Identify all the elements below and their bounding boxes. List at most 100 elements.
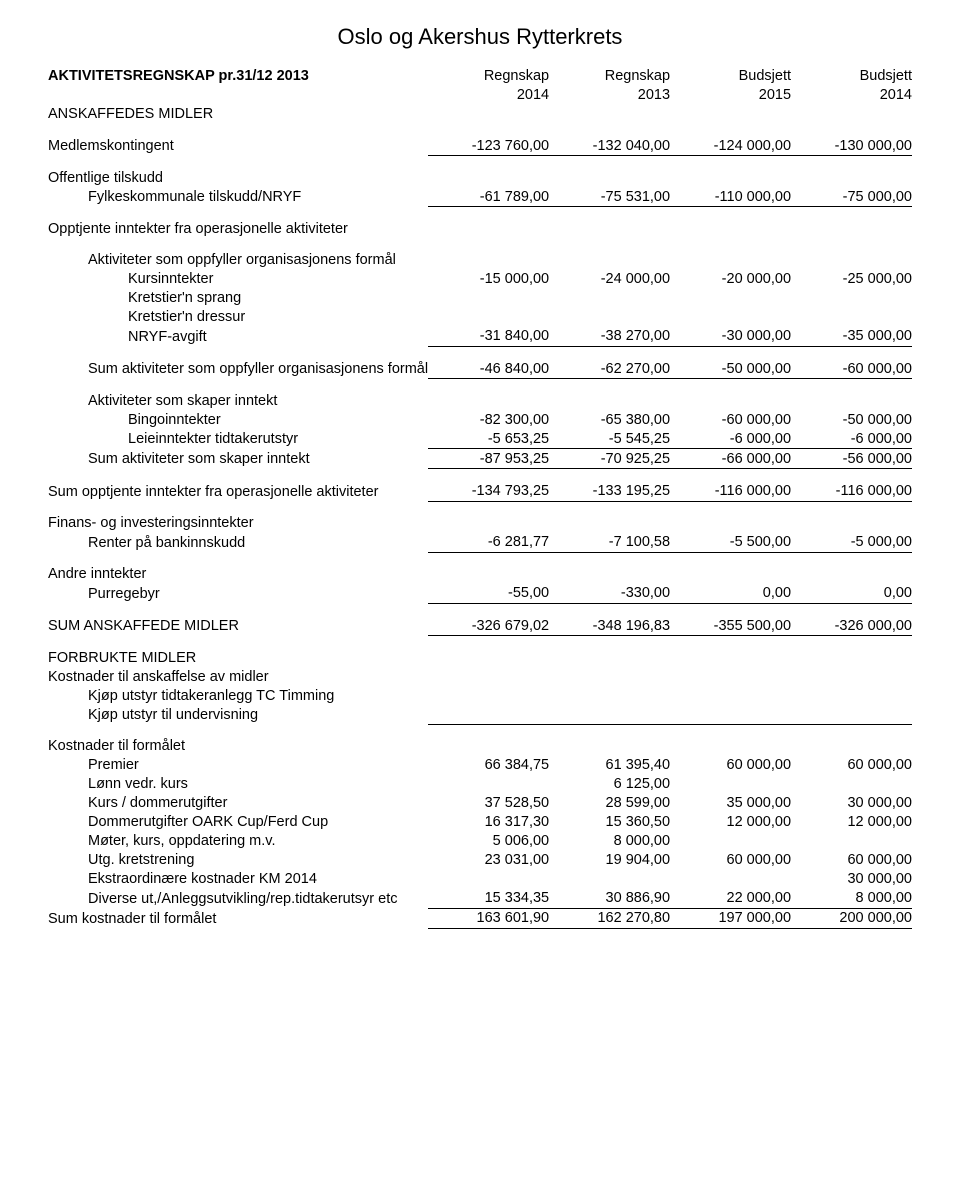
off-tilskudd-hdr: Offentlige tilskudd [48, 156, 428, 188]
row-label: Sum opptjente inntekter fra operasjonell… [48, 469, 428, 502]
row-label: Kjøp utstyr tidtakeranlegg TC Timming [48, 686, 428, 705]
table-header-row-2: 2014 2013 2015 2014 [48, 86, 912, 105]
row-val [428, 775, 549, 794]
row-val: -24 000,00 [549, 270, 670, 289]
akt-skaper-hdr: Aktiviteter som skaper inntekt [48, 379, 428, 411]
row-val: -116 000,00 [791, 469, 912, 502]
row-val: -330,00 [549, 584, 670, 604]
row-val: -348 196,83 [549, 603, 670, 636]
row-label: Lønn vedr. kurs [48, 775, 428, 794]
row-val: -62 270,00 [549, 346, 670, 379]
row-val: -50 000,00 [791, 410, 912, 429]
row-val [791, 775, 912, 794]
opptjente-hdr: Opptjente inntekter fra operasjonelle ak… [48, 207, 428, 239]
row-val: -326 000,00 [791, 603, 912, 636]
row-val: 30 000,00 [791, 870, 912, 889]
table-row-sum: Sum aktiviteter som oppfyller organisasj… [48, 346, 912, 379]
row-val: 61 395,40 [549, 756, 670, 775]
row-val: -116 000,00 [670, 469, 791, 502]
row-val: 60 000,00 [791, 756, 912, 775]
row-label: SUM ANSKAFFEDE MIDLER [48, 603, 428, 636]
row-val: -46 840,00 [428, 346, 549, 379]
table-row: Fylkeskommunale tilskudd/NRYF -61 789,00… [48, 187, 912, 207]
section-header: FORBRUKTE MIDLER [48, 636, 912, 668]
row-val: 163 601,90 [428, 908, 549, 928]
row-val: -82 300,00 [428, 410, 549, 429]
section-subheader: Aktiviteter som oppfyller organisasjonen… [48, 238, 912, 270]
table-row-sum: Sum aktiviteter som skaper inntekt -87 9… [48, 449, 912, 469]
row-val: -60 000,00 [791, 346, 912, 379]
section-header: Finans- og investeringsinntekter [48, 501, 912, 533]
forbrukte-hdr: FORBRUKTE MIDLER [48, 636, 428, 668]
row-val: -55,00 [428, 584, 549, 604]
row-val [791, 832, 912, 851]
table-row: Premier 66 384,75 61 395,40 60 000,00 60… [48, 756, 912, 775]
table-row: Utg. kretstrening 23 031,00 19 904,00 60… [48, 851, 912, 870]
row-val: -65 380,00 [549, 410, 670, 429]
section-subheader: Aktiviteter som skaper inntekt [48, 379, 912, 411]
row-label: Utg. kretstrening [48, 851, 428, 870]
row-label: Sum aktiviteter som oppfyller organisasj… [48, 346, 428, 379]
row-val: 60 000,00 [791, 851, 912, 870]
table-row: NRYF-avgift -31 840,00 -38 270,00 -30 00… [48, 327, 912, 347]
row-val: -61 789,00 [428, 187, 549, 207]
row-val: 200 000,00 [791, 908, 912, 928]
row-val: -66 000,00 [670, 449, 791, 469]
section-subheader: Kostnader til anskaffelse av midler [48, 667, 912, 686]
row-val: -50 000,00 [670, 346, 791, 379]
row-val: -5 545,25 [549, 429, 670, 449]
section-subheader: Kostnader til formålet [48, 724, 912, 756]
row-val [428, 870, 549, 889]
row-val: -20 000,00 [670, 270, 791, 289]
row-val: 22 000,00 [670, 889, 791, 909]
row-val: -132 040,00 [549, 124, 670, 156]
row-label: Fylkeskommunale tilskudd/NRYF [48, 187, 428, 207]
section-header: ANSKAFFEDES MIDLER [48, 105, 912, 124]
row-val: 12 000,00 [791, 813, 912, 832]
col-hdr-1: Regnskap [549, 54, 670, 86]
row-label: Sum kostnader til formålet [48, 908, 428, 928]
row-val: -6 281,77 [428, 533, 549, 553]
row-label: Kretstier'n sprang [48, 289, 428, 308]
row-val: 23 031,00 [428, 851, 549, 870]
col-hdr-0: Regnskap [428, 54, 549, 86]
row-label: Ekstraordinære kostnader KM 2014 [48, 870, 428, 889]
table-row: Kjøp utstyr til undervisning [48, 705, 912, 724]
row-label: Kurs / dommerutgifter [48, 794, 428, 813]
table-row: Lønn vedr. kurs 6 125,00 [48, 775, 912, 794]
col-yr-1: 2013 [549, 86, 670, 105]
kostn-anskaff-hdr: Kostnader til anskaffelse av midler [48, 667, 428, 686]
row-label: Purregebyr [48, 584, 428, 604]
row-val: -110 000,00 [670, 187, 791, 207]
row-label: Kursinntekter [48, 270, 428, 289]
row-val: -87 953,25 [428, 449, 549, 469]
row-val: 37 528,50 [428, 794, 549, 813]
table-row: Diverse ut,/Anleggsutvikling/rep.tidtake… [48, 889, 912, 909]
row-val: -133 195,25 [549, 469, 670, 502]
table-row-grand-sum: SUM ANSKAFFEDE MIDLER -326 679,02 -348 1… [48, 603, 912, 636]
row-label: Kjøp utstyr til undervisning [48, 705, 428, 724]
row-val: 66 384,75 [428, 756, 549, 775]
table-row: Kursinntekter -15 000,00 -24 000,00 -20 … [48, 270, 912, 289]
table-row: Bingoinntekter -82 300,00 -65 380,00 -60… [48, 410, 912, 429]
table-header-row-1: AKTIVITETSREGNSKAP pr.31/12 2013 Regnska… [48, 54, 912, 86]
table-row-sum: Sum kostnader til formålet 163 601,90 16… [48, 908, 912, 928]
row-val: 60 000,00 [670, 851, 791, 870]
row-val [670, 832, 791, 851]
row-val: -6 000,00 [791, 429, 912, 449]
row-val: -7 100,58 [549, 533, 670, 553]
row-label: Bingoinntekter [48, 410, 428, 429]
table-row: Kurs / dommerutgifter 37 528,50 28 599,0… [48, 794, 912, 813]
row-val: -75 000,00 [791, 187, 912, 207]
row-val: -6 000,00 [670, 429, 791, 449]
table-row: Purregebyr -55,00 -330,00 0,00 0,00 [48, 584, 912, 604]
col-hdr-2: Budsjett [670, 54, 791, 86]
table-row: Medlemskontingent -123 760,00 -132 040,0… [48, 124, 912, 156]
finans-hdr: Finans- og investeringsinntekter [48, 501, 428, 533]
row-val: 19 904,00 [549, 851, 670, 870]
row-val: -38 270,00 [549, 327, 670, 347]
page-title: Oslo og Akershus Rytterkrets [48, 24, 912, 50]
andre-hdr: Andre inntekter [48, 552, 428, 584]
row-val: 60 000,00 [670, 756, 791, 775]
row-label: Dommerutgifter OARK Cup/Ferd Cup [48, 813, 428, 832]
